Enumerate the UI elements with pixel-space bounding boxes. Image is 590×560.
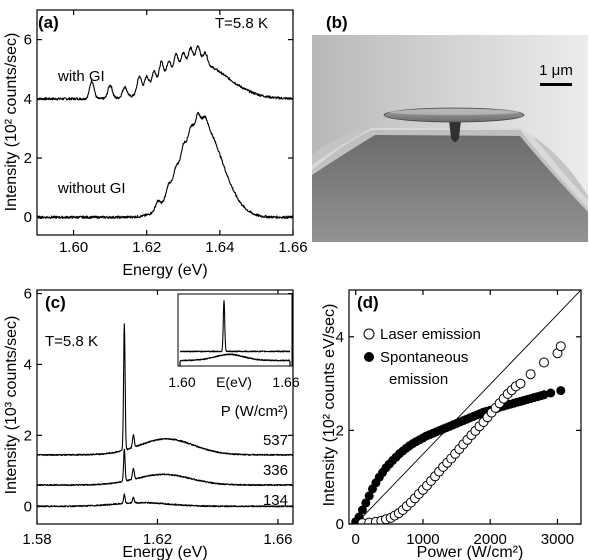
- laser-emission-point: [515, 378, 526, 389]
- panel-d-label: (d): [357, 293, 379, 312]
- temperature-annotation-c: T=5.8 K: [45, 333, 98, 350]
- a-plot-frame: [36, 9, 294, 236]
- microdisk-post: [449, 120, 461, 142]
- laser-emission-point: [539, 357, 549, 368]
- legend-spontaneous-emission-line1: Spontaneous: [380, 349, 468, 366]
- scale-bar: [540, 83, 572, 86]
- d-y-tick-label: 4: [336, 329, 344, 346]
- c-y-tick-label: 4: [24, 356, 32, 373]
- legend-marker-laser: [363, 328, 375, 340]
- a-y-tick-label: 6: [24, 32, 32, 49]
- spectrum-134: [37, 493, 293, 508]
- inset-spectrum-lower: [180, 353, 290, 362]
- power-column-header: P (W/cm²): [221, 403, 288, 420]
- c-x-tick-label: 1.66: [263, 531, 292, 548]
- spectrum-with-gi: [37, 45, 293, 101]
- spectrum-537: [37, 323, 293, 457]
- legend-laser-emission: Laser emission: [380, 326, 481, 343]
- panel-c: (c) T=5.8 K 1.58 1.62 1.66 0 2 4 6 P (W/cm²) 5…: [3, 286, 300, 560]
- mesa-body: [312, 130, 588, 242]
- d-plot-frame: [348, 289, 582, 525]
- c-y-tick-label: 0: [24, 498, 32, 515]
- x-axis-title-a: Energy (eV): [122, 262, 207, 279]
- without-gi-label: without GI: [57, 180, 126, 197]
- inset-x-axis-title: E(eV): [216, 374, 252, 390]
- c-y-tick-label: 6: [24, 286, 32, 303]
- x-axis-title-c: Energy (eV): [122, 544, 207, 560]
- power-label-336: 336: [263, 462, 288, 479]
- inset-x-tick-label: 1.60: [168, 374, 195, 390]
- spontaneous-emission-point: [357, 505, 367, 515]
- c-y-tick-label: 2: [24, 427, 32, 444]
- spontaneous-emission-point: [556, 386, 566, 396]
- a-x-tick-label: 1.62: [132, 239, 161, 256]
- panel-a: (a) T=5.8 K 1.60 1.62 1.64 1.66 0 2 4 6 with GI…: [3, 9, 308, 279]
- d-x-tick-label: 2000: [474, 531, 507, 548]
- panel-c-label: (c): [45, 293, 66, 312]
- spontaneous-emission-point: [361, 498, 371, 508]
- with-gi-label: with GI: [57, 68, 105, 85]
- d-x-tick-label: 0: [352, 531, 360, 548]
- y-axis-title-c: Intensity (10³ counts/sec): [3, 316, 20, 495]
- a-y-tick-label: 0: [24, 209, 32, 226]
- inset-spectrum-upper: [180, 300, 290, 353]
- laser-emission-point: [525, 369, 536, 380]
- d-y-tick-label: 0: [336, 516, 344, 533]
- y-axis-title-a: Intensity (10² counts/sec): [3, 33, 20, 212]
- inset-frame: [177, 293, 293, 367]
- spontaneous-emission-point: [364, 491, 374, 501]
- a-y-tick-label: 2: [24, 150, 32, 167]
- legend-spontaneous-emission-line2: emission: [389, 371, 448, 388]
- d-x-tick-label: 1000: [406, 531, 439, 548]
- laser-emission-point: [555, 341, 566, 352]
- linear-reference-line: [355, 290, 581, 524]
- spectrum-336: [37, 448, 293, 487]
- power-label-134: 134: [263, 492, 288, 509]
- a-y-tick-label: 4: [24, 91, 32, 108]
- y-axis-title-d: Intensity (10² counts eV/sec): [321, 304, 338, 507]
- c-plot-frame: [36, 289, 294, 525]
- x-axis-title-d: Power (W/cm²): [417, 544, 524, 560]
- a-x-tick-label: 1.64: [205, 239, 234, 256]
- panel-b: 1 μm (b): [312, 13, 588, 242]
- a-x-tick-label: 1.60: [59, 239, 88, 256]
- d-x-tick-label: 3000: [541, 531, 574, 548]
- panel-d: (d) 0 1000 2000 3000 0 2 4 Laser emission Spon…: [321, 289, 582, 560]
- legend-marker-spontaneous: [364, 352, 374, 362]
- temperature-annotation: T=5.8 K: [215, 15, 268, 32]
- power-label-537: 537: [263, 432, 288, 449]
- microdisk-top-highlight: [388, 109, 520, 115]
- spectrum-without-gi: [37, 111, 293, 219]
- d-y-tick-label: 2: [336, 422, 344, 439]
- panel-b-label: (b): [326, 13, 348, 32]
- panel-a-label: (a): [38, 13, 59, 32]
- a-x-tick-label: 1.66: [278, 239, 307, 256]
- inset-x-tick-label: 1.66: [272, 374, 299, 390]
- c-x-tick-label: 1.62: [143, 531, 172, 548]
- spontaneous-emission-point: [546, 388, 556, 398]
- c-x-tick-label: 1.58: [22, 531, 51, 548]
- scale-bar-label: 1 μm: [539, 62, 573, 79]
